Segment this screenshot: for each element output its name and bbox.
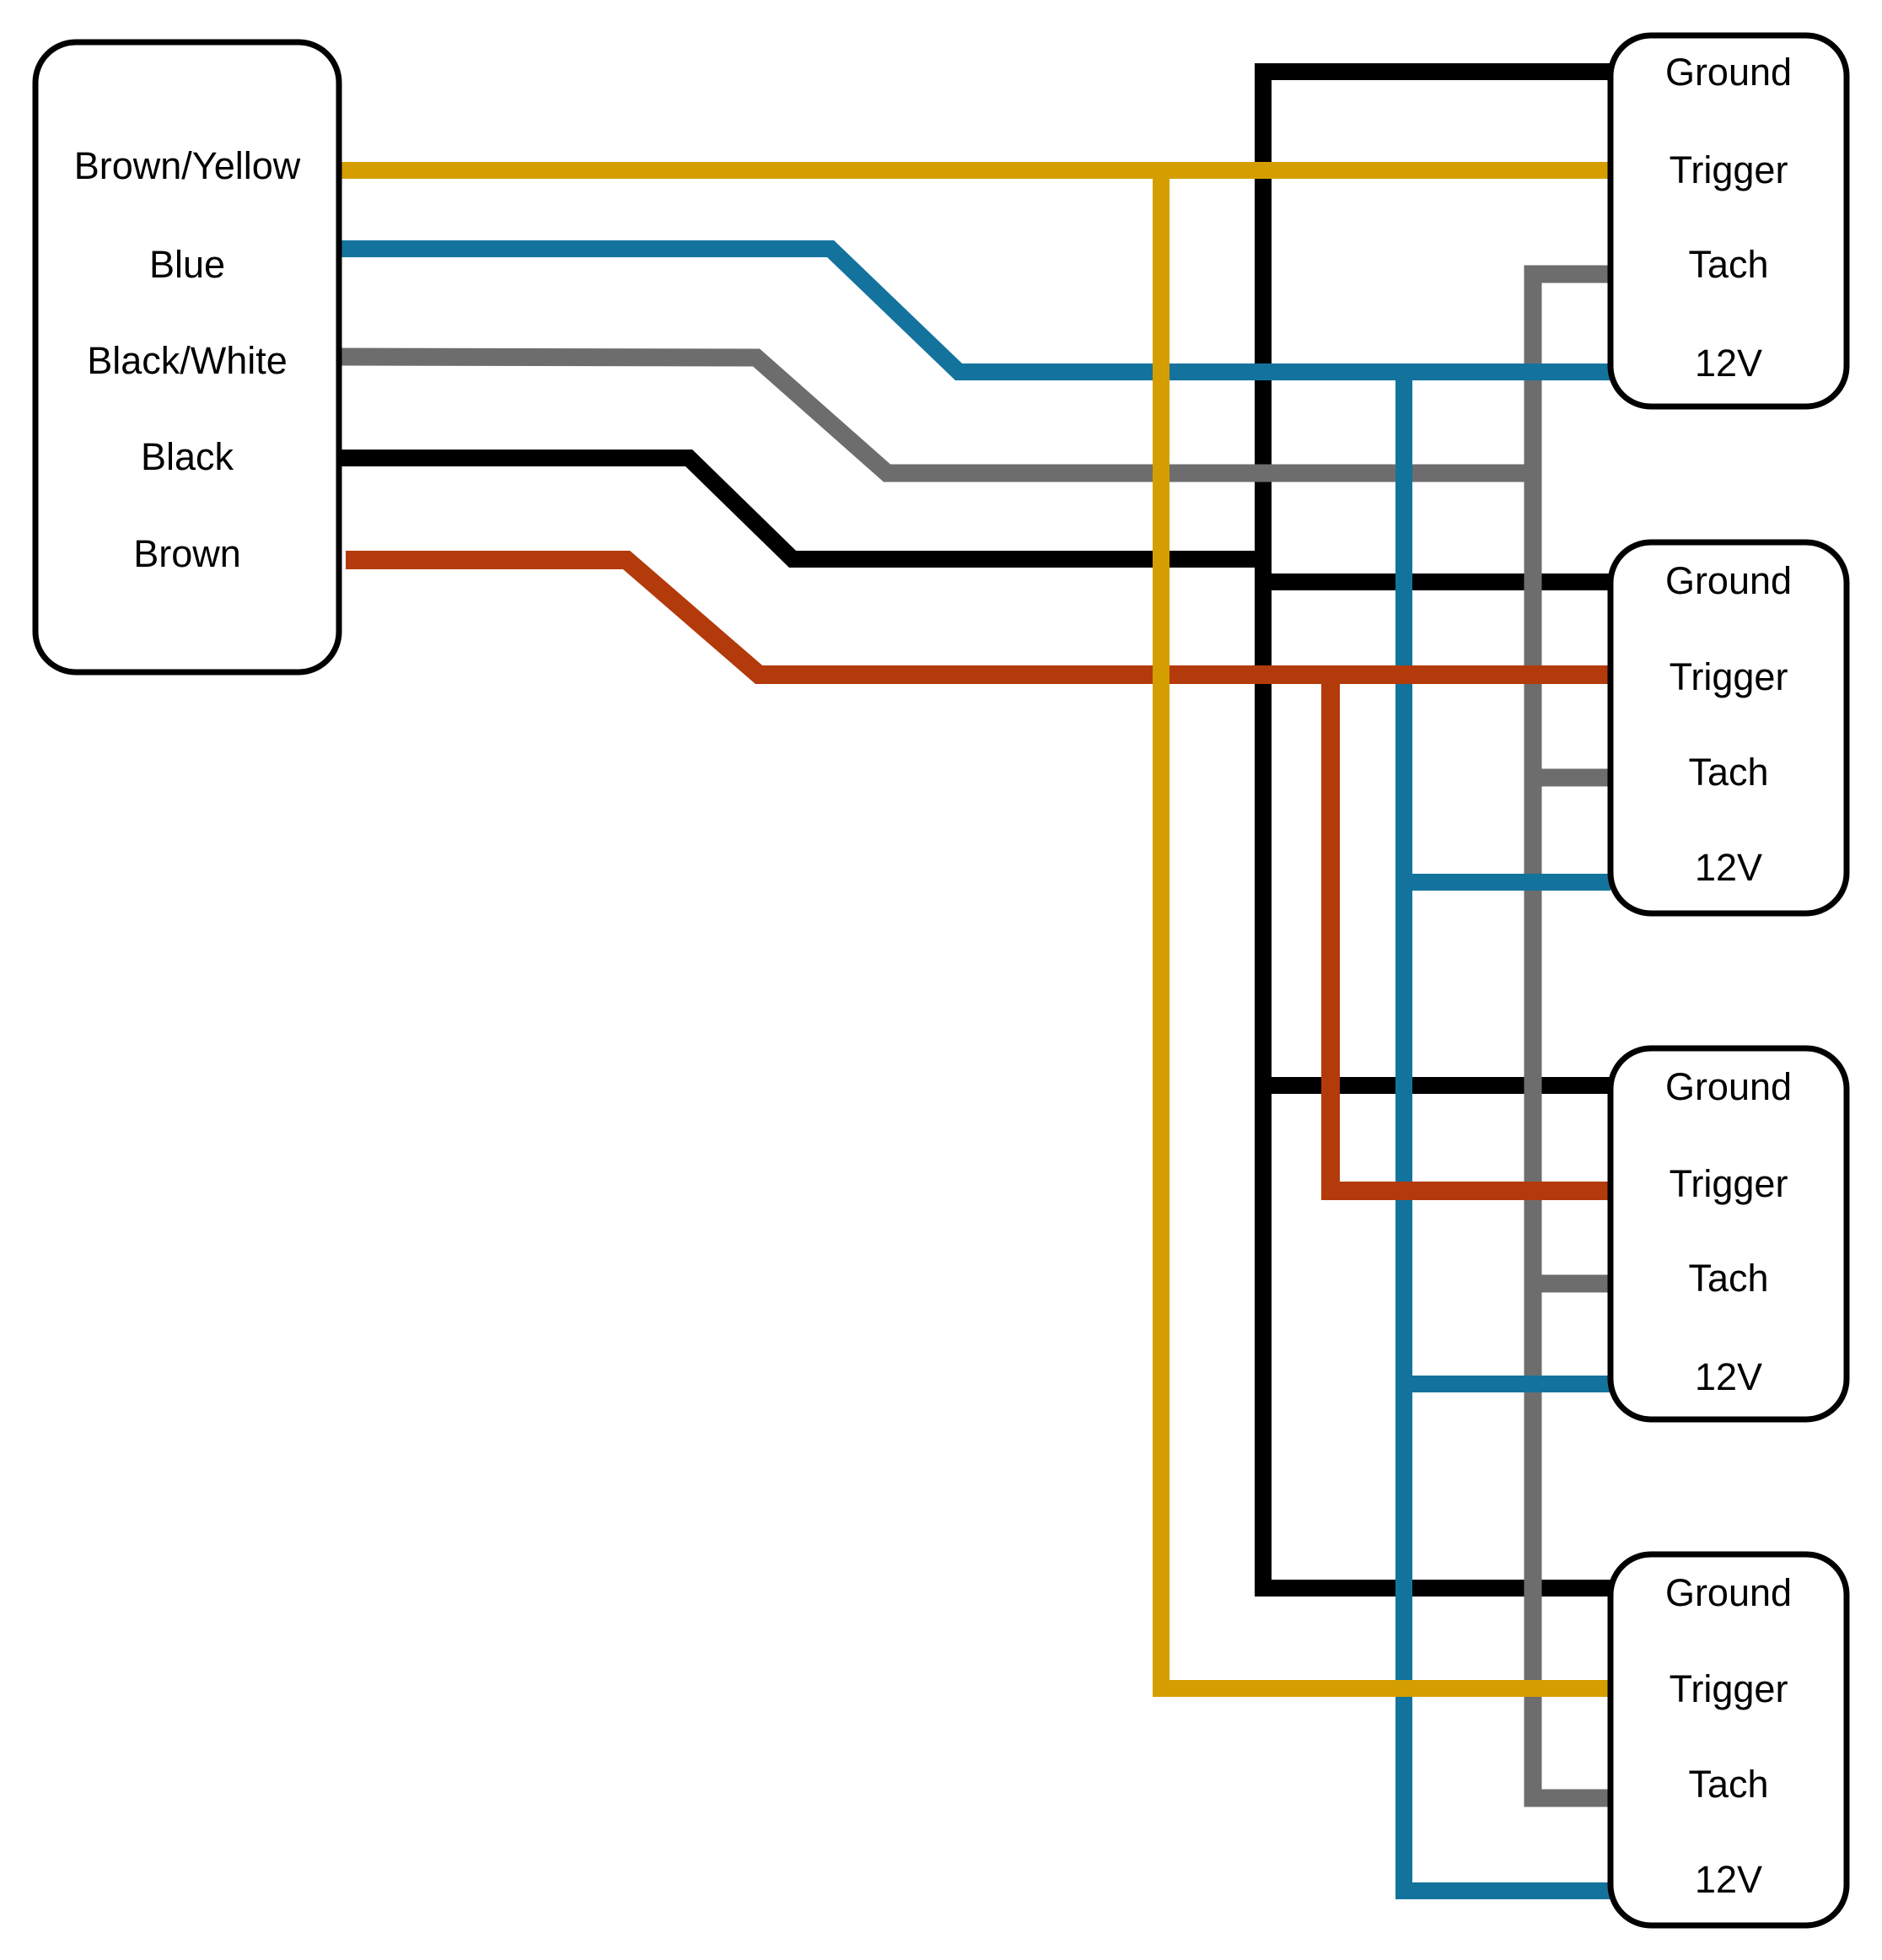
relay-3-label-trigger: Trigger [1670,1162,1788,1205]
source-label-brown: Brown [133,532,241,575]
wire-black-white-spine [1524,265,1610,1807]
relay-3-label-tach: Tach [1688,1257,1768,1300]
source-label-brown-yellow: Brown/Yellow [74,144,301,187]
relay-2-label-ground: Ground [1665,559,1792,602]
wire-brown-from-source [346,551,1610,684]
wire-black-from-source [339,450,1263,568]
relay-4-label-trigger: Trigger [1670,1667,1788,1710]
relay-4-label-ground: Ground [1665,1571,1792,1614]
relay-2-label-12v: 12V [1695,846,1762,889]
relay-1-label-ground: Ground [1665,51,1792,94]
wire-brown-branch-to-relay3-trigger [1321,675,1610,1200]
relay-3-label-ground: Ground [1665,1065,1792,1108]
wire-blue-spine [1395,372,1610,1899]
source-label-black-white: Black/White [87,339,288,382]
source-connector-box [32,39,342,676]
relay-1-label-trigger: Trigger [1670,148,1788,191]
source-label-black: Black [141,435,234,478]
relay-4-connector-box [1607,1551,1850,1929]
wire-brown-yellow-branch-to-relay4-trigger [1153,170,1610,1697]
relay-2-connector-box [1607,539,1850,917]
relay-2-label-tach: Tach [1688,751,1768,794]
relay-4-label-tach: Tach [1688,1763,1768,1806]
source-label-blue: Blue [149,243,225,286]
relay-4-label-12v: 12V [1695,1858,1762,1901]
relay-1-connector-box [1607,32,1850,410]
relay-3-connector-box [1607,1045,1850,1423]
relay-1-label-12v: 12V [1695,342,1762,385]
relay-3-label-12v: 12V [1695,1355,1762,1398]
wire-blue-from-source [339,240,1610,380]
relay-1-label-tach: Tach [1688,243,1768,286]
wire-black-white-from-source [338,347,1533,482]
wire-black-spine [1255,63,1610,1597]
relay-2-label-trigger: Trigger [1670,655,1788,698]
